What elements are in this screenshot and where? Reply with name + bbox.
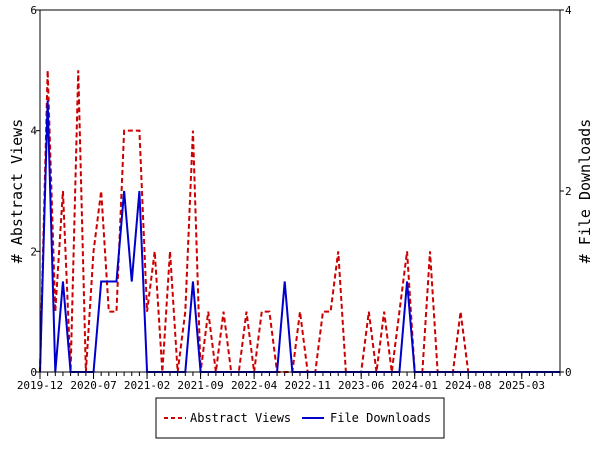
series-line-abstract-views xyxy=(39,70,560,373)
y-left-axis-ticks: 0 2 4 6 xyxy=(30,4,40,379)
x-tick-label: 2021-02 xyxy=(124,379,170,392)
y-right-axis-ticks: 0 2 4 xyxy=(560,4,572,379)
x-tick-label: 2023-06 xyxy=(338,379,384,392)
x-tick-label: 2024-08 xyxy=(445,379,491,392)
series-layer xyxy=(39,70,560,373)
y-right-tick-label: 4 xyxy=(565,4,572,17)
y-right-tick-label: 0 xyxy=(565,366,572,379)
y-left-tick-label: 2 xyxy=(30,245,37,258)
series-line-file-downloads xyxy=(39,100,560,373)
y-right-tick-label: 2 xyxy=(565,185,572,198)
legend: Abstract Views File Downloads xyxy=(155,397,445,439)
x-tick-label: 2022-11 xyxy=(284,379,330,392)
legend-label-abstract-views: Abstract Views xyxy=(190,411,291,425)
x-axis-ticks: 2019-12 2020-07 2021-02 2021-09 2022-04 2022-… xyxy=(17,372,561,392)
y-right-axis-label: # File Downloads xyxy=(576,119,594,264)
legend-box xyxy=(155,397,445,439)
x-tick-label: 2025-03 xyxy=(499,379,545,392)
x-tick-label: 2019-12 xyxy=(17,379,63,392)
y-left-tick-label: 6 xyxy=(30,4,37,17)
plot-frame xyxy=(39,9,561,373)
x-tick-label: 2021-09 xyxy=(177,379,223,392)
y-left-tick-label: 0 xyxy=(30,366,37,379)
y-left-tick-label: 4 xyxy=(30,125,37,138)
x-tick-label: 2024-01 xyxy=(392,379,438,392)
legend-label-file-downloads: File Downloads xyxy=(330,411,431,425)
y-left-axis-label: # Abstract Views xyxy=(8,119,26,264)
x-tick-label: 2020-07 xyxy=(70,379,116,392)
x-tick-label: 2022-04 xyxy=(231,379,278,392)
